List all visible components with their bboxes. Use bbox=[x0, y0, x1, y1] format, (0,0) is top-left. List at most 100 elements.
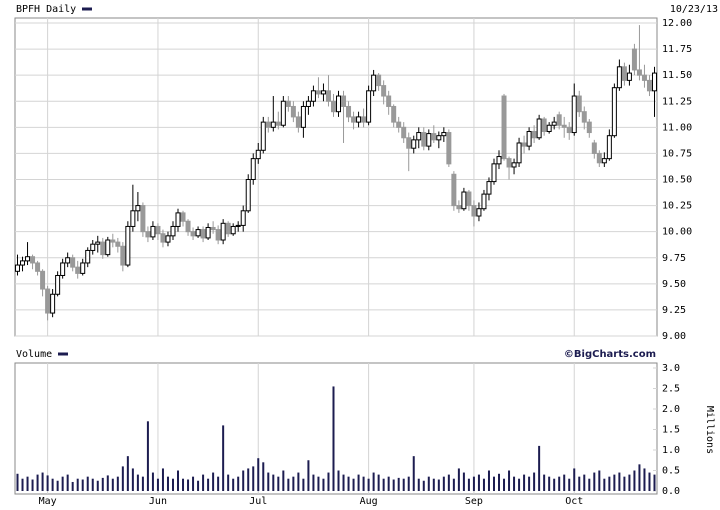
volume-bar bbox=[352, 478, 355, 491]
volume-bar bbox=[61, 476, 64, 491]
candle-body bbox=[170, 225, 176, 237]
volume-bar bbox=[151, 472, 154, 491]
volume-bar bbox=[156, 478, 159, 491]
y-tick-label: 12.00 bbox=[662, 18, 692, 29]
volume-bar bbox=[513, 476, 516, 491]
volume-bar bbox=[252, 466, 255, 491]
candle-body bbox=[591, 142, 597, 154]
candle-body bbox=[431, 133, 437, 141]
volume-bar bbox=[548, 476, 551, 491]
y-tick-label: 1.5 bbox=[662, 425, 680, 436]
candle-body bbox=[250, 158, 256, 180]
candle-body bbox=[366, 90, 372, 123]
source: ©BigCharts.com bbox=[564, 349, 656, 360]
volume-bar bbox=[207, 478, 210, 491]
candle-body bbox=[265, 121, 271, 128]
y-tick-label: 11.50 bbox=[662, 70, 692, 81]
volume-bar bbox=[347, 476, 350, 491]
candle-body bbox=[310, 90, 316, 102]
volume-bar bbox=[292, 476, 295, 491]
candle-body bbox=[531, 131, 537, 139]
volume-bar bbox=[372, 472, 375, 491]
volume-bar bbox=[262, 462, 265, 491]
candle-body bbox=[406, 137, 412, 149]
volume-bar bbox=[297, 472, 300, 491]
candle-body bbox=[80, 262, 86, 274]
volume-bar bbox=[126, 456, 129, 491]
y-tick-label: 9.75 bbox=[662, 253, 686, 264]
volume-bar bbox=[267, 472, 270, 491]
candle-body bbox=[351, 116, 357, 123]
candle-body bbox=[581, 111, 587, 123]
volume-bar bbox=[387, 476, 390, 491]
candle-body bbox=[240, 210, 246, 226]
candle-body bbox=[371, 74, 377, 92]
volume-bar bbox=[86, 476, 89, 491]
candle-body bbox=[641, 74, 647, 81]
candle-body bbox=[235, 224, 241, 227]
candle-body bbox=[45, 288, 51, 314]
volume-bar bbox=[568, 478, 571, 491]
candle-body bbox=[426, 133, 432, 147]
candle-body bbox=[20, 260, 26, 266]
chart-title: BPFH Daily bbox=[16, 4, 76, 15]
candle-body bbox=[295, 116, 301, 128]
volume-bar bbox=[407, 476, 410, 491]
volume-bar bbox=[452, 478, 455, 491]
volume-bar bbox=[603, 478, 606, 491]
volume-bar bbox=[272, 474, 275, 491]
candle-body bbox=[451, 173, 457, 207]
volume-bar bbox=[543, 474, 546, 491]
y-tick-label: 2.0 bbox=[662, 404, 680, 415]
volume-bar bbox=[66, 474, 69, 491]
candle-body bbox=[275, 121, 281, 126]
candle-body bbox=[200, 229, 206, 239]
plot: 9.00 9.25 9.50 9.75 10.00 10.25 10.50 10.75 11.0… bbox=[15, 18, 692, 507]
volume-bar bbox=[472, 476, 475, 491]
volume-bar bbox=[628, 474, 631, 491]
volume-bar bbox=[457, 468, 460, 491]
volume-bar bbox=[487, 470, 490, 491]
candle-body bbox=[60, 262, 66, 276]
volume-bar bbox=[648, 472, 651, 491]
candle-body bbox=[55, 274, 61, 295]
volume-bar bbox=[492, 476, 495, 491]
volume-bar bbox=[327, 472, 330, 491]
candle-body bbox=[401, 126, 407, 139]
candle-body bbox=[571, 95, 577, 134]
volume-bar bbox=[282, 470, 285, 491]
volume-bar bbox=[81, 479, 84, 491]
volume-bar bbox=[427, 476, 430, 491]
volume-bar bbox=[277, 476, 280, 491]
candle-body bbox=[391, 105, 397, 123]
volume-bar bbox=[593, 472, 596, 491]
volume-bar bbox=[412, 456, 415, 491]
volume-bar bbox=[257, 458, 260, 491]
volume-bar bbox=[643, 468, 646, 491]
candle-body bbox=[561, 124, 567, 128]
candle-body bbox=[551, 121, 557, 126]
candle-body bbox=[336, 95, 342, 113]
volume-bar bbox=[392, 479, 395, 491]
volume-bar bbox=[447, 474, 450, 491]
price-frame bbox=[14, 17, 658, 337]
candle-body bbox=[486, 181, 492, 195]
volume-bar bbox=[482, 478, 485, 491]
candle-body bbox=[270, 121, 276, 128]
candle-body bbox=[621, 66, 627, 81]
volume-bar bbox=[287, 478, 290, 491]
volume-bar bbox=[131, 468, 134, 491]
candle-body bbox=[631, 48, 637, 71]
volume-bar bbox=[432, 478, 435, 491]
volume-bar bbox=[121, 466, 124, 491]
y-tick-label: 9.00 bbox=[662, 331, 686, 342]
candle-body bbox=[536, 118, 542, 139]
volume-bar bbox=[91, 478, 94, 491]
candle-body bbox=[376, 74, 382, 87]
candle-body bbox=[461, 191, 467, 210]
candle-body bbox=[481, 193, 487, 210]
candle-body bbox=[285, 100, 291, 107]
candle-body bbox=[260, 121, 266, 151]
volume-bar bbox=[533, 472, 536, 491]
